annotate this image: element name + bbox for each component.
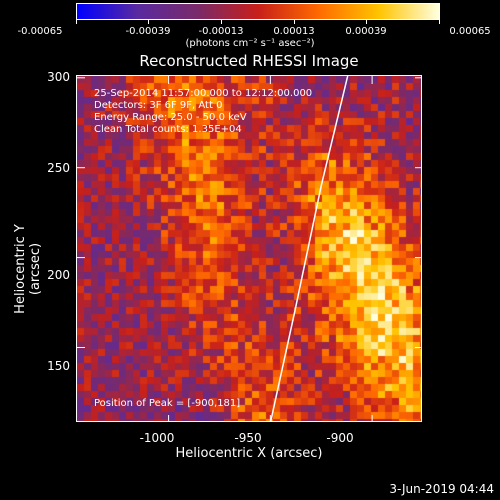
x-tick-label: -950 [234, 431, 262, 445]
colorbar-tick-mark [76, 19, 77, 24]
y-tick-label: 250 [47, 161, 70, 175]
x-tick-label: -900 [326, 431, 354, 445]
plot-overlay [77, 76, 421, 421]
y-tick-label: 300 [47, 70, 70, 84]
info-detectors: Detectors: 3F 6F 9F, Att 0 [94, 100, 223, 111]
colorbar-tick-mark [148, 19, 149, 24]
info-clean-counts: Clean Total counts: 1.35E+04 [94, 124, 242, 135]
x-tick-label: -1000 [139, 431, 175, 445]
colorbar-tick-label: 0.00065 [449, 26, 491, 37]
image-plot [76, 75, 422, 422]
solar-limb-curve [270, 76, 349, 421]
info-energy-range: Energy Range: 25.0 - 50.0 keV [94, 112, 247, 123]
colorbar-tick-label: -0.00039 [125, 26, 171, 37]
x-axis-label: Heliocentric X (arcsec) [175, 446, 323, 461]
y-tick-label: 150 [47, 359, 70, 373]
y-tick-marks [77, 77, 421, 348]
colorbar-tick-mark [221, 19, 222, 24]
heatmap-image [77, 76, 421, 421]
colorbar-tick-mark [439, 19, 440, 24]
plot-title: Reconstructed RHESSI Image [139, 52, 359, 70]
colorbar-units: (photons cm⁻² s⁻¹ asec⁻²) [185, 38, 315, 49]
x-tick-marks [168, 76, 373, 421]
colorbar-tick-mark [366, 19, 367, 24]
peak-position: Position of Peak = [-900,181] [94, 398, 241, 409]
colorbar-tick-label: 0.00039 [345, 26, 387, 37]
colorbar-tick-mark [294, 19, 295, 24]
info-time-range: 25-Sep-2014 11:57:00.000 to 12:12:00.000 [94, 88, 313, 99]
colorbar-tick-label: -0.00065 [17, 26, 63, 37]
colorbar-tick-label: 0.00013 [273, 26, 315, 37]
colorbar-tick-label: -0.00013 [198, 26, 244, 37]
y-axis-label: Heliocentric Y (arcsec) [13, 224, 43, 314]
timestamp: 3-Jun-2019 04:44 [389, 482, 494, 496]
colorbar [76, 3, 440, 20]
y-tick-label: 200 [47, 268, 70, 282]
